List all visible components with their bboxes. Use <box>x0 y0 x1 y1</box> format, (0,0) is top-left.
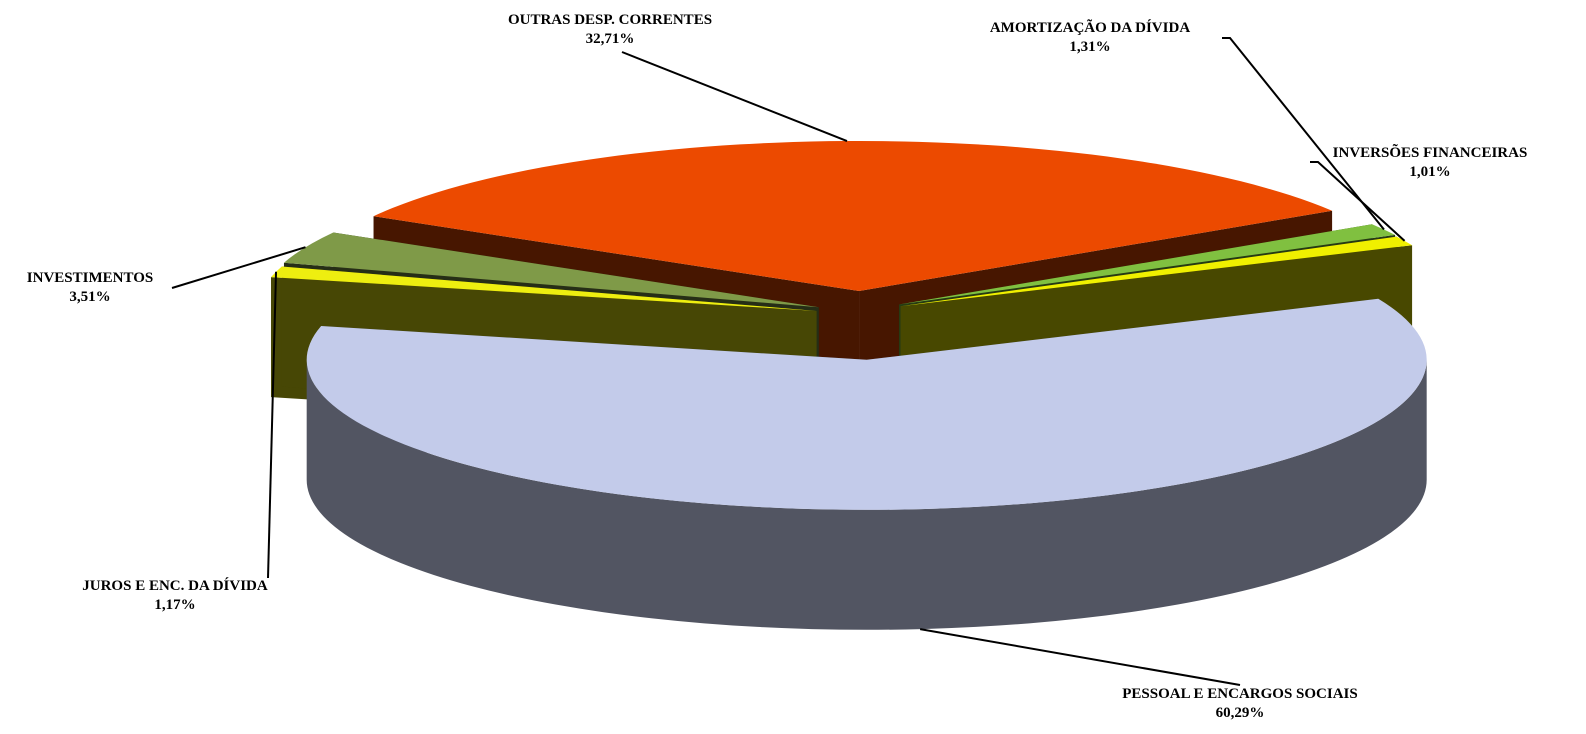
slice-value-label: 3,51% <box>69 289 110 305</box>
slice-value-label: 1,17% <box>154 597 195 613</box>
slice-value-label: 1,31% <box>1069 39 1110 55</box>
slice-label: INVESTIMENTOS <box>27 270 153 286</box>
slice <box>306 298 1427 510</box>
leader-line <box>919 628 1241 686</box>
slice-value-label: 60,29% <box>1216 705 1265 721</box>
slice-value-label: 32,71% <box>586 31 635 47</box>
slice-label: AMORTIZAÇÃO DA DÍVIDA <box>990 18 1190 36</box>
slice-side <box>306 359 1427 630</box>
leader-line <box>1310 161 1406 242</box>
slice-label: JUROS E ENC. DA DÍVIDA <box>82 577 268 594</box>
slice <box>283 232 819 308</box>
slice <box>898 224 1396 305</box>
slice-label: INVERSÕES FINANCEIRAS <box>1333 143 1528 161</box>
leader-line <box>267 271 278 579</box>
slice-label: PESSOAL E ENCARGOS SOCIAIS <box>1122 686 1358 702</box>
leader-line <box>1222 37 1385 231</box>
leader-line <box>621 51 848 142</box>
slice <box>900 236 1413 307</box>
leader-line <box>171 246 306 289</box>
slice <box>373 141 1333 292</box>
slice-value-label: 1,01% <box>1409 164 1450 180</box>
slice-label: OUTRAS DESP. CORRENTES <box>508 12 712 28</box>
slice <box>271 266 817 311</box>
